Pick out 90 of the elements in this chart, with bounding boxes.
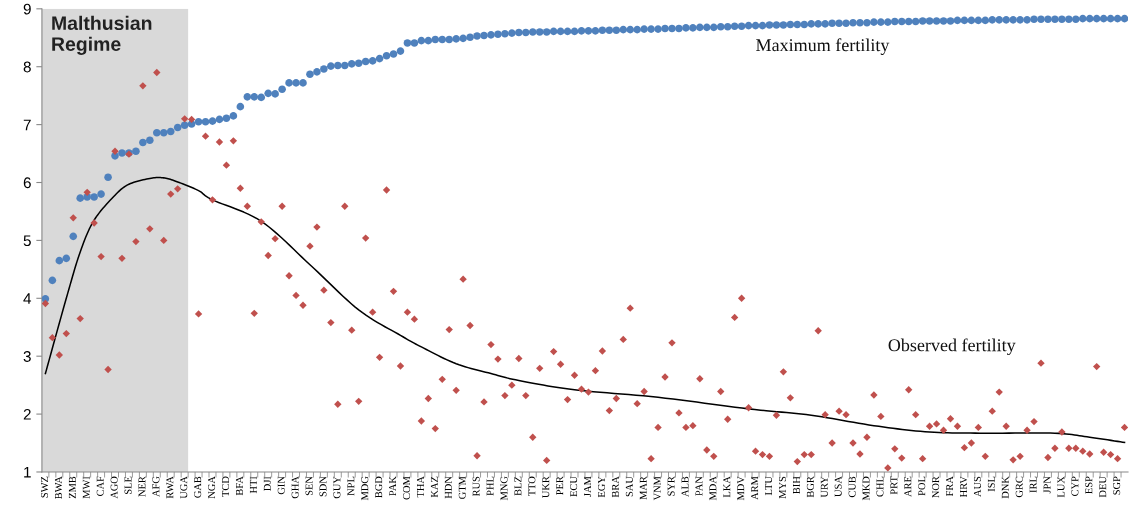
x-tick-label: KAZ [430, 476, 438, 498]
x-tick-label: MYS [779, 476, 786, 499]
y-tick-label: 6 [23, 177, 31, 189]
x-tick-label: SEN [305, 476, 313, 496]
x-tick-label: BGD [375, 476, 383, 498]
x-tick-label: ZMB [68, 476, 76, 499]
x-tick-label: AGO [110, 476, 118, 499]
x-tick-label: BIH [793, 476, 800, 494]
x-tick-label: ESP [1085, 476, 1093, 494]
series-label: Maximum fertility [756, 38, 890, 55]
x-tick-label: SAU [625, 476, 633, 497]
x-tick-label: PAN [695, 476, 703, 496]
x-tick-label: ECU [570, 476, 578, 497]
x-tick-label: RUS [472, 476, 480, 497]
x-tick-label: LUX [1057, 476, 1065, 498]
x-tick-label: SDN [319, 476, 327, 497]
x-tick-label: GAB [194, 476, 202, 498]
y-tick-label: 9 [23, 3, 31, 15]
x-tick-label: UGA [180, 476, 188, 499]
x-tick-label: PHL [486, 476, 494, 496]
x-tick-label: GIN [277, 476, 285, 495]
x-tick-label: ISL [987, 476, 995, 492]
y-tick-label: 8 [23, 61, 31, 73]
x-tick-label: BGR [806, 476, 814, 498]
x-tick-label: CYP [1071, 476, 1079, 496]
x-tick-label: HRV [960, 476, 968, 498]
y-tick-label: 5 [23, 235, 31, 247]
x-tick-label: GTM [458, 476, 466, 499]
x-tick-label: EGY [597, 476, 605, 498]
x-tick-label: PER [556, 476, 564, 495]
x-tick-label: FRA [946, 476, 953, 497]
x-tick-label: ARM [751, 476, 759, 500]
x-tick-label: COM [403, 476, 411, 500]
x-tick-label: SYR [667, 476, 675, 496]
x-tick-label: TCD [222, 476, 230, 497]
x-tick-label: THA [416, 476, 424, 498]
x-tick-label: LKA [723, 476, 731, 498]
x-tick-label: PRT [890, 476, 898, 495]
x-tick-label: BFA [235, 476, 243, 496]
x-tick-label: NGA [208, 476, 216, 499]
y-tick-label: 4 [23, 293, 32, 304]
x-tick-label: MAR [639, 476, 647, 500]
x-tick-label: NPL [347, 476, 355, 496]
x-tick-label: USA [834, 476, 842, 497]
x-tick-label: GRC [1015, 476, 1023, 498]
x-tick-label: LTU [765, 476, 773, 496]
x-tick-label: MWI [82, 476, 90, 499]
x-tick-label: DNK [1001, 476, 1009, 499]
x-tick-label: SWZ [41, 476, 49, 498]
x-tick-label: UKR [542, 476, 550, 498]
x-tick-label: ARE [904, 476, 912, 497]
y-tick-label: 2 [23, 408, 31, 420]
x-tick-label: MNG [500, 476, 508, 501]
x-tick-label: VNM [653, 476, 661, 501]
x-tick-label: NER [138, 476, 146, 497]
x-tick-label: TTO [528, 476, 536, 497]
x-tick-label: SGP [1113, 476, 1121, 495]
x-tick-label: DJI [263, 476, 271, 491]
x-tick-label: NOR [932, 476, 940, 498]
x-tick-label: RWA [166, 476, 174, 499]
x-tick-label: CAF [96, 476, 104, 496]
x-tick-label: HTI [249, 476, 257, 494]
x-tick-label: PAK [389, 476, 397, 496]
band-label: Malthusian Regime [52, 15, 152, 55]
x-tick-label: HDN [444, 476, 452, 499]
x-tick-label: BRA [611, 476, 619, 498]
series-label: Observed fertility [888, 338, 1016, 356]
y-tick-label: 1 [24, 467, 31, 478]
x-tick-label: DEU [1099, 476, 1107, 498]
x-tick-label: MDG [361, 476, 369, 501]
x-tick-label: MKD [862, 476, 870, 501]
x-tick-label: BLZ [514, 476, 522, 496]
x-tick-label: ALB [681, 476, 689, 497]
x-tick-label: MDV [737, 476, 745, 501]
x-tick-label: BWA [54, 476, 62, 499]
x-tick-label: GUY [333, 476, 341, 499]
x-tick-label: GHA [291, 476, 299, 499]
x-tick-label: AUS [973, 476, 981, 497]
y-tick-label: 3 [23, 351, 31, 362]
x-tick-label: URY [820, 476, 828, 498]
x-tick-label: MDA [709, 476, 717, 501]
y-tick-label: 7 [23, 119, 31, 131]
x-tick-label: JAM [584, 476, 592, 497]
x-tick-label: SLE [124, 476, 132, 494]
x-tick-label: IRL [1029, 476, 1037, 493]
x-tick-label: CUB [848, 476, 856, 498]
x-tick-label: POL [918, 476, 926, 496]
x-tick-label: AFG [152, 476, 160, 497]
x-tick-label: JPN [1043, 476, 1051, 494]
x-tick-label: CHL [876, 476, 884, 497]
